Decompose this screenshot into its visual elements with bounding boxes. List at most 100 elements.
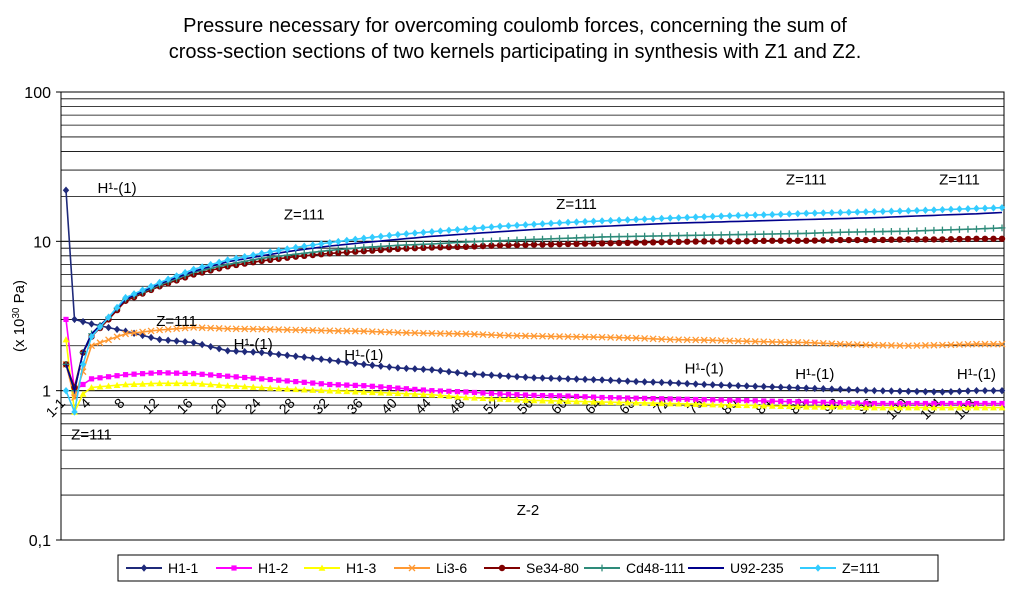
data-point — [437, 388, 443, 394]
data-point — [768, 402, 776, 409]
data-point — [147, 282, 155, 290]
data-point — [734, 401, 742, 408]
data-point — [471, 394, 478, 401]
data-point — [947, 236, 955, 243]
gridlines — [61, 98, 1004, 496]
y-tick-label: 0,1 — [29, 533, 51, 550]
data-point — [411, 244, 419, 252]
data-point — [981, 404, 989, 411]
data-point — [930, 236, 938, 243]
data-point — [973, 235, 980, 242]
data-point — [761, 398, 767, 404]
data-point — [556, 393, 563, 399]
data-point — [710, 397, 716, 403]
data-point — [615, 233, 623, 241]
data-point — [327, 381, 333, 388]
data-point — [369, 383, 375, 389]
data-point — [80, 381, 86, 388]
data-point — [548, 393, 554, 399]
data-point — [727, 397, 733, 403]
data-point — [479, 223, 487, 232]
data-point — [522, 332, 529, 340]
data-point — [752, 398, 758, 404]
data-point — [615, 216, 623, 224]
series-lines — [62, 186, 1006, 416]
data-point — [913, 404, 921, 411]
data-point — [564, 218, 572, 227]
data-point — [309, 248, 317, 256]
data-point — [632, 334, 640, 342]
data-point — [777, 338, 785, 346]
data-point — [454, 368, 461, 377]
data-point — [454, 225, 461, 234]
data-point — [411, 229, 419, 237]
data-point — [479, 242, 487, 250]
data-point — [819, 229, 827, 237]
data-point — [862, 341, 870, 349]
data-point — [522, 396, 529, 403]
data-point — [683, 336, 691, 344]
data-point — [939, 388, 946, 396]
legend-label: Li3-6 — [436, 560, 467, 576]
data-point — [496, 242, 504, 249]
data-point — [887, 404, 895, 411]
data-point — [803, 237, 810, 244]
data-point — [131, 371, 137, 377]
data-point — [726, 212, 733, 220]
data-point — [479, 237, 487, 245]
data-point — [871, 236, 878, 244]
data-point — [191, 371, 197, 377]
legend-label: H1-1 — [168, 560, 199, 576]
data-point — [921, 341, 929, 349]
data-point — [939, 404, 946, 411]
data-point — [964, 205, 972, 213]
data-point — [513, 332, 521, 340]
data-point — [241, 253, 248, 261]
data-point — [79, 390, 87, 397]
data-point — [615, 398, 623, 406]
data-point — [607, 376, 614, 385]
data-point — [428, 329, 436, 337]
data-point — [198, 324, 206, 332]
data-point — [913, 227, 921, 235]
data-point — [998, 224, 1006, 232]
legend: H1-1 H1-2 H1-3 Li3-6 Se34-80 Cd48-111 U92-235 Z… — [117, 554, 939, 582]
data-point — [675, 238, 682, 246]
legend-label: Se34-80 — [526, 560, 579, 576]
data-point — [802, 230, 810, 237]
data-point — [683, 379, 691, 388]
data-point — [870, 404, 878, 411]
data-point — [496, 222, 504, 231]
data-point — [360, 360, 368, 369]
data-point — [726, 337, 734, 345]
data-point — [97, 375, 103, 381]
data-point — [224, 347, 231, 355]
data-point — [632, 215, 640, 224]
data-point — [939, 226, 946, 234]
data-point — [939, 236, 946, 243]
data-point — [462, 369, 470, 378]
data-point — [428, 391, 436, 398]
data-point — [275, 350, 282, 359]
data-point — [522, 392, 529, 398]
data-point — [888, 400, 894, 407]
data-point — [752, 382, 759, 390]
data-point — [139, 380, 146, 387]
data-point — [547, 332, 555, 340]
data-point — [888, 387, 895, 395]
data-point — [905, 400, 911, 407]
data-point — [735, 397, 741, 404]
data-point — [905, 227, 912, 235]
data-point — [649, 399, 657, 406]
data-point — [828, 403, 836, 410]
data-point — [582, 394, 588, 400]
data-point — [854, 208, 861, 216]
data-point — [445, 226, 453, 235]
data-point — [351, 244, 359, 252]
data-point — [505, 372, 512, 380]
data-point — [62, 336, 70, 343]
data-point — [981, 235, 989, 242]
data-point — [973, 386, 980, 395]
data-point — [539, 241, 546, 248]
data-point — [999, 400, 1005, 407]
